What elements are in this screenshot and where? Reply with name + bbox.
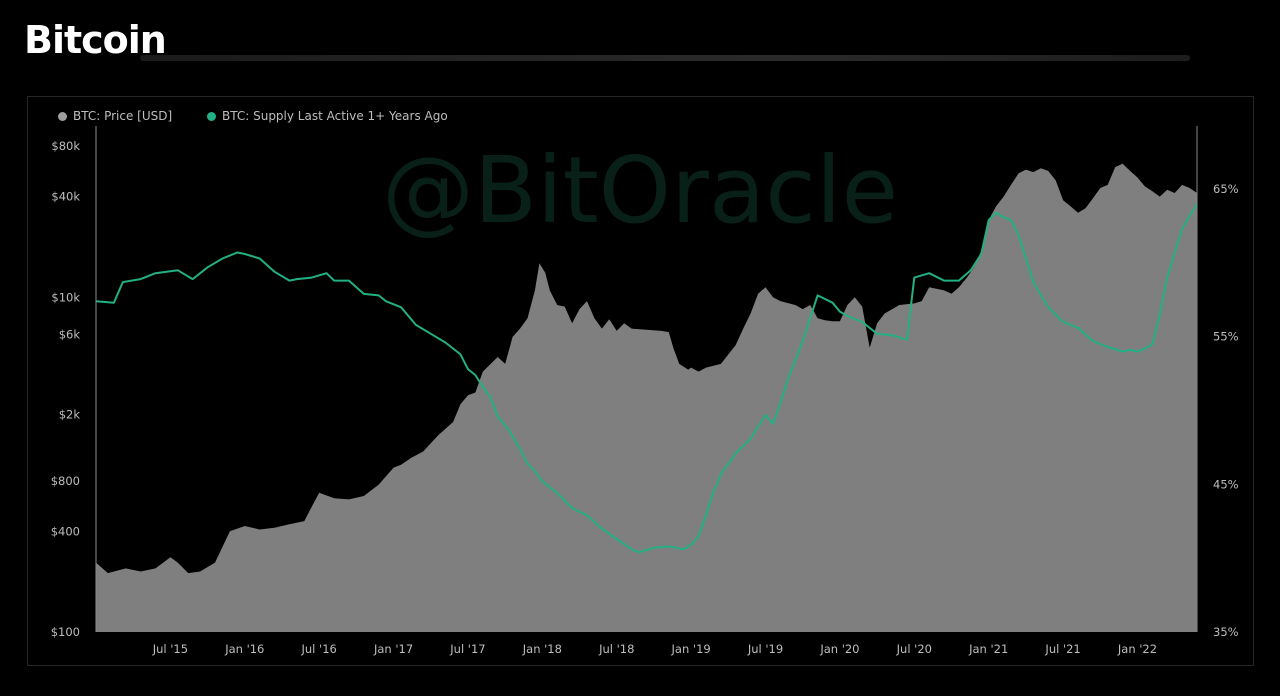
page-title: Bitcoin <box>24 18 167 62</box>
y-right-tick-label: 65% <box>1213 182 1239 196</box>
legend-price-dot-icon <box>58 111 67 121</box>
y-left-tick-label: $100 <box>51 625 80 639</box>
x-tick-label: Jan '18 <box>522 642 562 656</box>
y-left-tick-label: $10k <box>51 290 80 304</box>
y-left-tick-label: $400 <box>51 524 80 538</box>
y-left-tick-label: $800 <box>51 474 80 488</box>
x-tick-label: Jul '15 <box>152 642 188 656</box>
y-left-tick-label: $40k <box>51 190 80 204</box>
x-tick-label: Jul '21 <box>1044 642 1080 656</box>
x-tick-label: Jan '16 <box>224 642 264 656</box>
y-right-tick-label: 35% <box>1213 625 1239 639</box>
x-tick-label: Jan '19 <box>671 642 711 656</box>
y-left-tick-label: $2k <box>59 407 81 421</box>
y-left-tick-label: $80k <box>51 139 80 153</box>
legend-price-label: BTC: Price [USD] <box>73 109 173 123</box>
supply-line-series <box>95 203 1198 554</box>
watermark-text: @BitOracle <box>382 137 898 244</box>
x-tick-label: Jan '20 <box>819 642 859 656</box>
x-tick-label: Jan '17 <box>373 642 413 656</box>
legend-supply-dot-icon <box>207 111 216 121</box>
x-tick-label: Jul '19 <box>747 642 783 656</box>
y-right-tick-label: 45% <box>1213 477 1239 491</box>
legend-item-supply[interactable]: BTC: Supply Last Active 1+ Years Ago <box>207 109 448 123</box>
title-underline <box>140 55 1190 61</box>
price-area-series <box>96 163 1197 632</box>
x-tick-label: Jul '17 <box>449 642 485 656</box>
legend-item-price[interactable]: BTC: Price [USD] <box>58 109 172 123</box>
x-tick-label: Jan '22 <box>1117 642 1157 656</box>
legend-supply-label: BTC: Supply Last Active 1+ Years Ago <box>222 109 448 123</box>
x-tick-label: Jul '20 <box>896 642 932 656</box>
y-right-tick-label: 55% <box>1213 330 1239 344</box>
y-left-tick-label: $6k <box>59 327 81 341</box>
x-tick-label: Jul '16 <box>301 642 337 656</box>
x-tick-label: Jul '18 <box>598 642 634 656</box>
x-tick-label: Jan '21 <box>968 642 1008 656</box>
